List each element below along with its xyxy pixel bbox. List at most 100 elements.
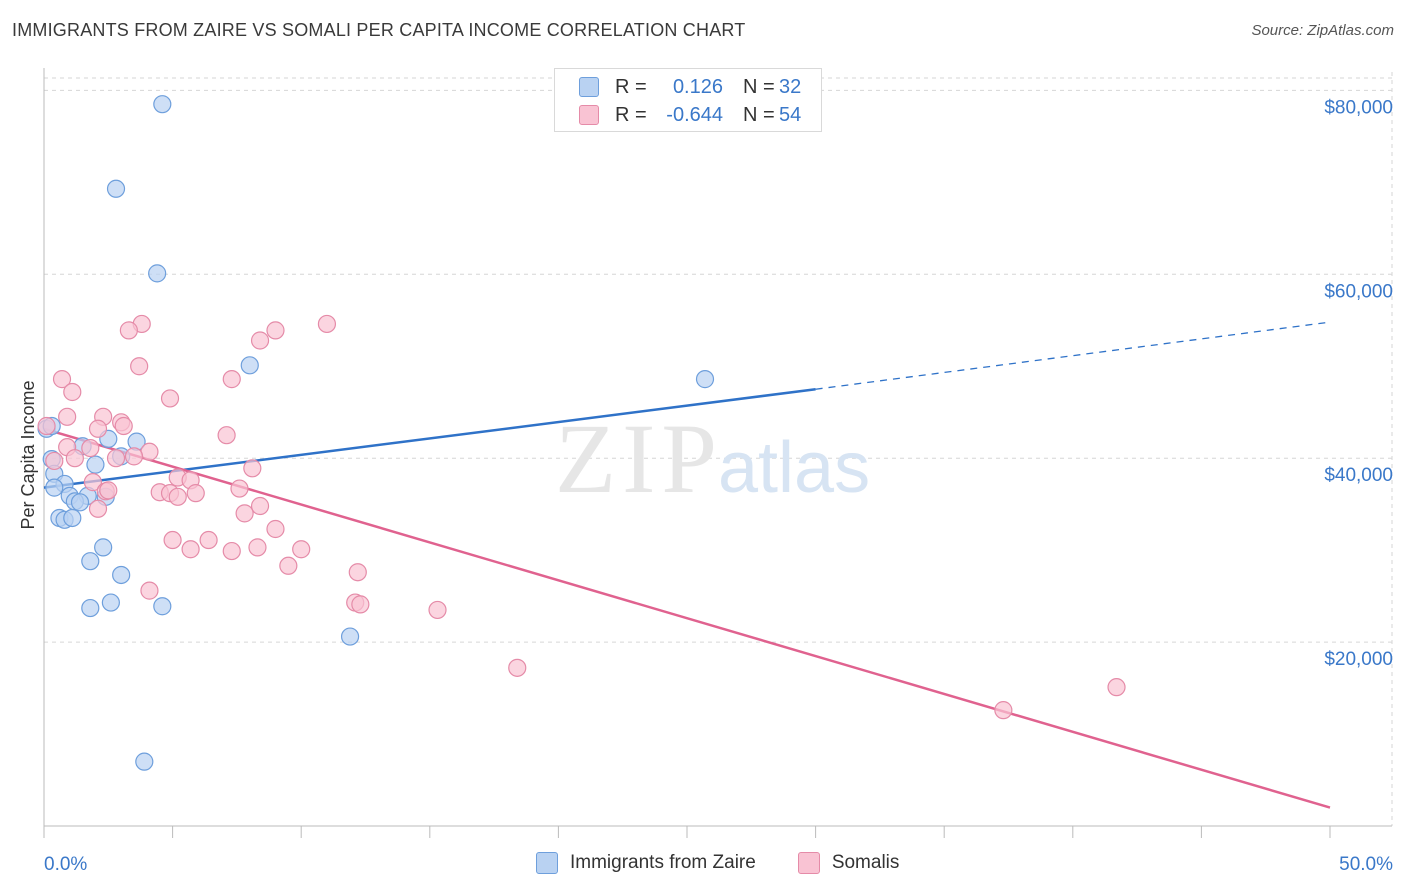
point-somali [1107,678,1126,697]
legend-swatch-zaire [536,852,558,874]
trend-line-somali [43,427,1331,809]
point-somali [222,541,241,561]
point-zaire [45,478,64,497]
point-somali [222,370,241,389]
y-tick-label: $20,000 [1324,649,1393,670]
legend-swatch-zaire [579,77,599,97]
point-somali [428,600,447,620]
point-somali [248,538,267,557]
legend-item-zaire[interactable]: Immigrants from Zaire [536,852,756,874]
legend-r-label: R = [615,103,647,126]
point-somali [279,556,298,575]
legend-r-value: 0.126 [672,75,723,98]
point-somali [58,407,77,426]
legend-row-zaire: R = 0.126 N = 32 [579,73,801,101]
point-somali [317,314,337,334]
point-somali [119,321,138,340]
x-tick-label: 0.0% [44,854,87,875]
point-somali [351,595,370,614]
point-somali [163,530,182,550]
legend-item-somali[interactable]: Somalis [797,852,900,874]
point-somali [83,473,102,492]
point-somali [186,484,205,503]
point-somali [88,419,108,438]
legend-r-value: -0.644 [666,103,723,126]
source-label: Source: ZipAtlas.com [1251,22,1394,39]
point-zaire [153,95,172,114]
point-somali [292,540,311,559]
point-somali [37,416,56,436]
legend-swatch-somali [797,852,820,874]
point-somali [235,504,254,523]
point-somali [52,370,72,389]
point-somali [140,581,159,600]
point-somali [250,496,270,516]
point-somali [181,540,200,559]
legend-n-value: 54 [779,103,802,126]
point-somali [99,481,118,500]
legend-n-value: 32 [779,75,802,98]
series-legend: Immigrants from Zaire Somalis [536,852,941,874]
legend-r-label: R = [615,75,647,98]
point-zaire [153,597,172,616]
point-zaire [63,508,82,528]
stats-legend: R = 0.126 N = 32 R = -0.644 N = 54 [554,68,822,132]
legend-label-zaire: Immigrants from Zaire [570,852,756,873]
watermark: ZIP atlas [555,403,870,514]
point-zaire [94,538,113,557]
point-zaire [340,627,360,646]
point-somali [130,357,149,376]
point-somali [45,451,64,471]
trend-lines [43,321,1331,809]
point-zaire [240,356,259,375]
point-zaire [106,179,126,198]
y-tick-label: $60,000 [1324,281,1393,302]
point-somali [994,701,1013,720]
legend-n-label: N = [743,75,775,98]
legend-n-label: N = [743,103,775,126]
y-axis-label: Per Capita Income [18,380,38,529]
point-zaire [148,264,167,283]
point-somali [266,321,285,340]
watermark-atlas: atlas [718,428,870,508]
y-tick-label: $80,000 [1324,97,1393,118]
point-zaire [135,752,154,771]
point-somali [88,499,108,518]
point-somali [348,563,367,582]
trend-line-zaire-extension [815,321,1331,390]
point-somali [114,416,133,436]
point-somali [230,479,249,498]
point-somali [106,449,126,468]
legend-swatch-somali [579,105,599,125]
watermark-zip: ZIP [555,403,723,514]
y-tick-label: $40,000 [1324,465,1393,486]
point-zaire [81,598,100,618]
point-zaire [695,370,715,389]
data-points [37,95,1126,771]
legend-label-somali: Somalis [831,852,900,873]
point-zaire [81,552,100,571]
axis-labels: $20,000 $40,000 $60,000 $80,000 0.0% 50.0% Per… [18,97,1393,875]
point-somali [160,389,180,408]
point-somali [81,438,100,458]
point-somali [63,382,82,402]
point-somali [266,519,285,539]
point-somali [199,530,218,550]
point-zaire [86,455,105,474]
point-zaire [112,565,131,585]
legend-row-somali: R = -0.644 N = 54 [579,101,801,129]
point-somali [168,487,187,506]
point-somali [243,459,262,478]
point-somali [65,449,84,468]
point-somali [124,447,144,466]
point-somali [508,658,527,677]
point-zaire [101,593,120,612]
point-somali [140,442,159,461]
point-somali [250,331,270,350]
x-tick-label: 50.0% [1339,854,1393,875]
axes [43,68,1392,838]
point-somali [217,426,236,445]
chart-title: IMMIGRANTS FROM ZAIRE VS SOMALI PER CAPI… [12,20,746,40]
point-zaire [70,493,90,512]
